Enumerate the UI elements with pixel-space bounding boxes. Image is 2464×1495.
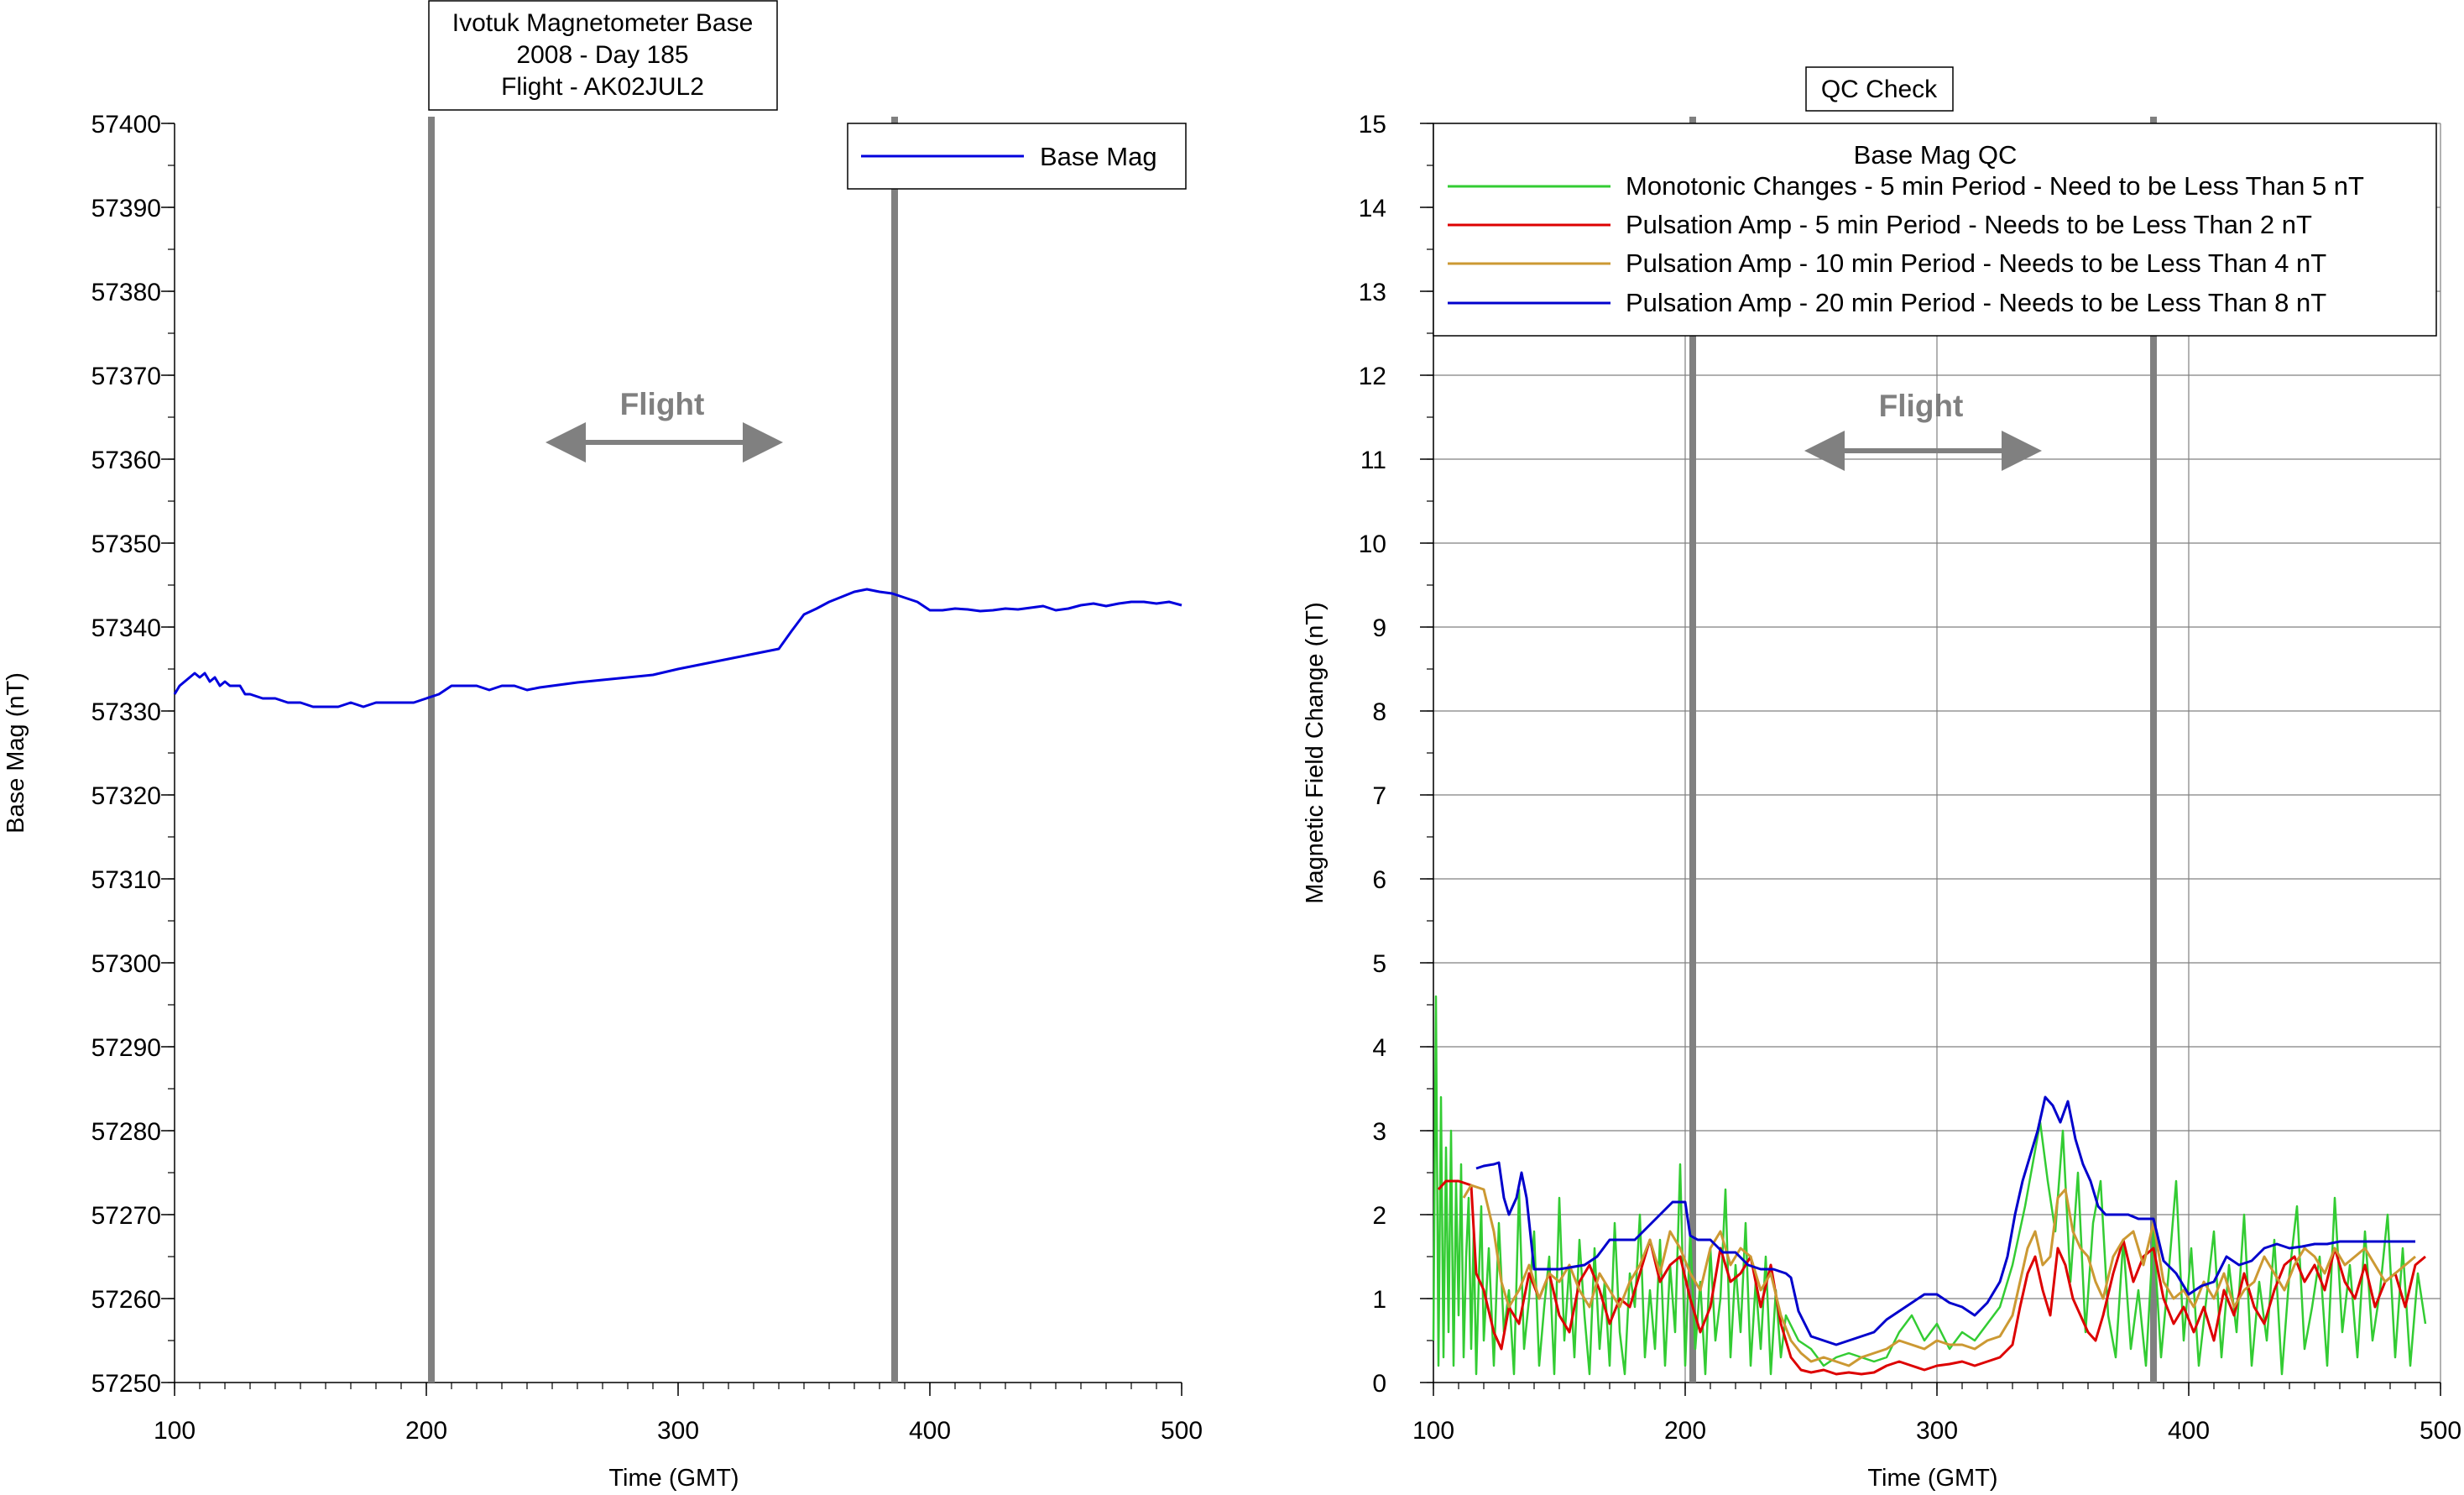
right-y-tick-label: 7 [1372, 782, 1386, 810]
left-legend: Base Mag [847, 123, 1187, 190]
series-line-pulsation-amp-10-min-period-needs-to-be-less-tha [1462, 1184, 2416, 1367]
right-y-axis-label: Magnetic Field Change (nT) [1302, 602, 1329, 903]
right-title-box: QC Check [1805, 66, 1954, 112]
left-title-line-1: Ivotuk Magnetometer Base [452, 9, 754, 37]
left-y-tick-label: 57310 [91, 866, 161, 894]
left-x-tick-label: 400 [909, 1417, 951, 1445]
right-title: QC Check [1821, 76, 1938, 103]
legend-label-pulse-5min: Pulsation Amp - 5 min Period - Needs to … [1626, 210, 2312, 239]
series-line-pulsation-amp-20-min-period-needs-to-be-less-tha [1475, 1095, 2415, 1346]
right-y-tick-label: 9 [1372, 614, 1386, 642]
left-x-tick-label: 100 [154, 1417, 196, 1445]
legend-label-monotonic: Monotonic Changes - 5 min Period - Need … [1626, 171, 2364, 201]
left-y-tick-label: 57330 [91, 698, 161, 726]
right-y-tick-label: 11 [1360, 447, 1386, 474]
right-x-tick-label: 500 [2420, 1417, 2461, 1445]
right-y-tick-label: 8 [1372, 698, 1386, 726]
left-y-tick-label: 57390 [91, 195, 161, 222]
series-line-pulsation-amp-5-min-period-needs-to-be-less-than [1437, 1179, 2426, 1376]
left-y-tick-label: 57300 [91, 950, 161, 978]
right-y-tick-label: 2 [1372, 1202, 1386, 1230]
series-line-base-mag [173, 588, 1182, 708]
legend-label-pulse-10min: Pulsation Amp - 10 min Period - Needs to… [1626, 248, 2326, 278]
right-y-tick-label: 3 [1372, 1118, 1386, 1146]
left-x-tick-label: 500 [1161, 1417, 1203, 1445]
left-y-tick-label: 57250 [91, 1370, 161, 1398]
left-y-tick-label: 57320 [91, 782, 161, 810]
left-series-group [173, 588, 1182, 708]
left-y-tick-label: 57350 [91, 531, 161, 558]
right-y-tick-label: 13 [1359, 279, 1386, 306]
right-x-tick-label: 100 [1412, 1417, 1454, 1445]
left-flight-markers [428, 117, 898, 1383]
left-y-tick-label: 57340 [91, 614, 161, 642]
left-flight-annotation: Flight [546, 387, 783, 463]
right-series-group [1432, 995, 2427, 1376]
right-x-tick-label: 200 [1664, 1417, 1706, 1445]
left-y-tick-label: 57290 [91, 1034, 161, 1062]
left-y-tick-label: 57260 [91, 1286, 161, 1314]
right-legend: Base Mag QC Monotonic Changes - 5 min Pe… [1433, 123, 2437, 337]
left-x-tick-label: 200 [405, 1417, 447, 1445]
left-y-tick-label: 57380 [91, 279, 161, 306]
left-axis-ticks: 57250 57260 57270 57280 57290 57300 57310 57320… [91, 111, 1203, 1445]
right-y-tick-label: 4 [1372, 1034, 1386, 1062]
right-x-tick-label: 400 [2168, 1417, 2210, 1445]
right-y-tick-label: 1 [1372, 1286, 1386, 1314]
left-title-line-2: 2008 - Day 185 [516, 41, 688, 69]
left-y-tick-label: 57360 [91, 447, 161, 474]
base-mag-chart: 57250 57260 57270 57280 57290 57300 57310 57320… [3, 0, 1203, 1492]
legend-title: Base Mag QC [1854, 140, 2018, 170]
right-y-tick-label: 12 [1359, 363, 1386, 390]
left-y-tick-label: 57280 [91, 1118, 161, 1146]
right-y-tick-label: 5 [1372, 950, 1386, 978]
right-y-tick-label: 6 [1372, 866, 1386, 894]
right-x-tick-label: 300 [1916, 1417, 1958, 1445]
legend-label-base-mag: Base Mag [1040, 142, 1157, 171]
series-line-monotonic-changes-5-min-period-need-to-be-less-t [1432, 995, 2427, 1376]
left-y-tick-label: 57400 [91, 111, 161, 139]
left-title-line-3: Flight - AK02JUL2 [501, 73, 704, 101]
right-y-tick-label: 10 [1359, 531, 1386, 558]
right-x-axis-label: Time (GMT) [1867, 1465, 1997, 1492]
left-y-tick-label: 57270 [91, 1202, 161, 1230]
left-title-box: Ivotuk Magnetometer Base 2008 - Day 185 … [428, 0, 778, 111]
left-y-tick-label: 57370 [91, 363, 161, 390]
right-y-tick-label: 15 [1359, 111, 1386, 139]
legend-label-pulse-20min: Pulsation Amp - 20 min Period - Needs to… [1626, 288, 2326, 317]
right-y-tick-label: 0 [1372, 1370, 1386, 1398]
right-flight-label: Flight [1879, 389, 1964, 423]
left-y-axis-label: Base Mag (nT) [3, 672, 29, 834]
left-flight-label: Flight [620, 387, 705, 421]
right-flight-annotation: Flight [1804, 389, 2042, 471]
left-x-axis-label: Time (GMT) [608, 1465, 739, 1492]
left-x-tick-label: 300 [657, 1417, 699, 1445]
right-y-tick-label: 14 [1359, 195, 1386, 222]
